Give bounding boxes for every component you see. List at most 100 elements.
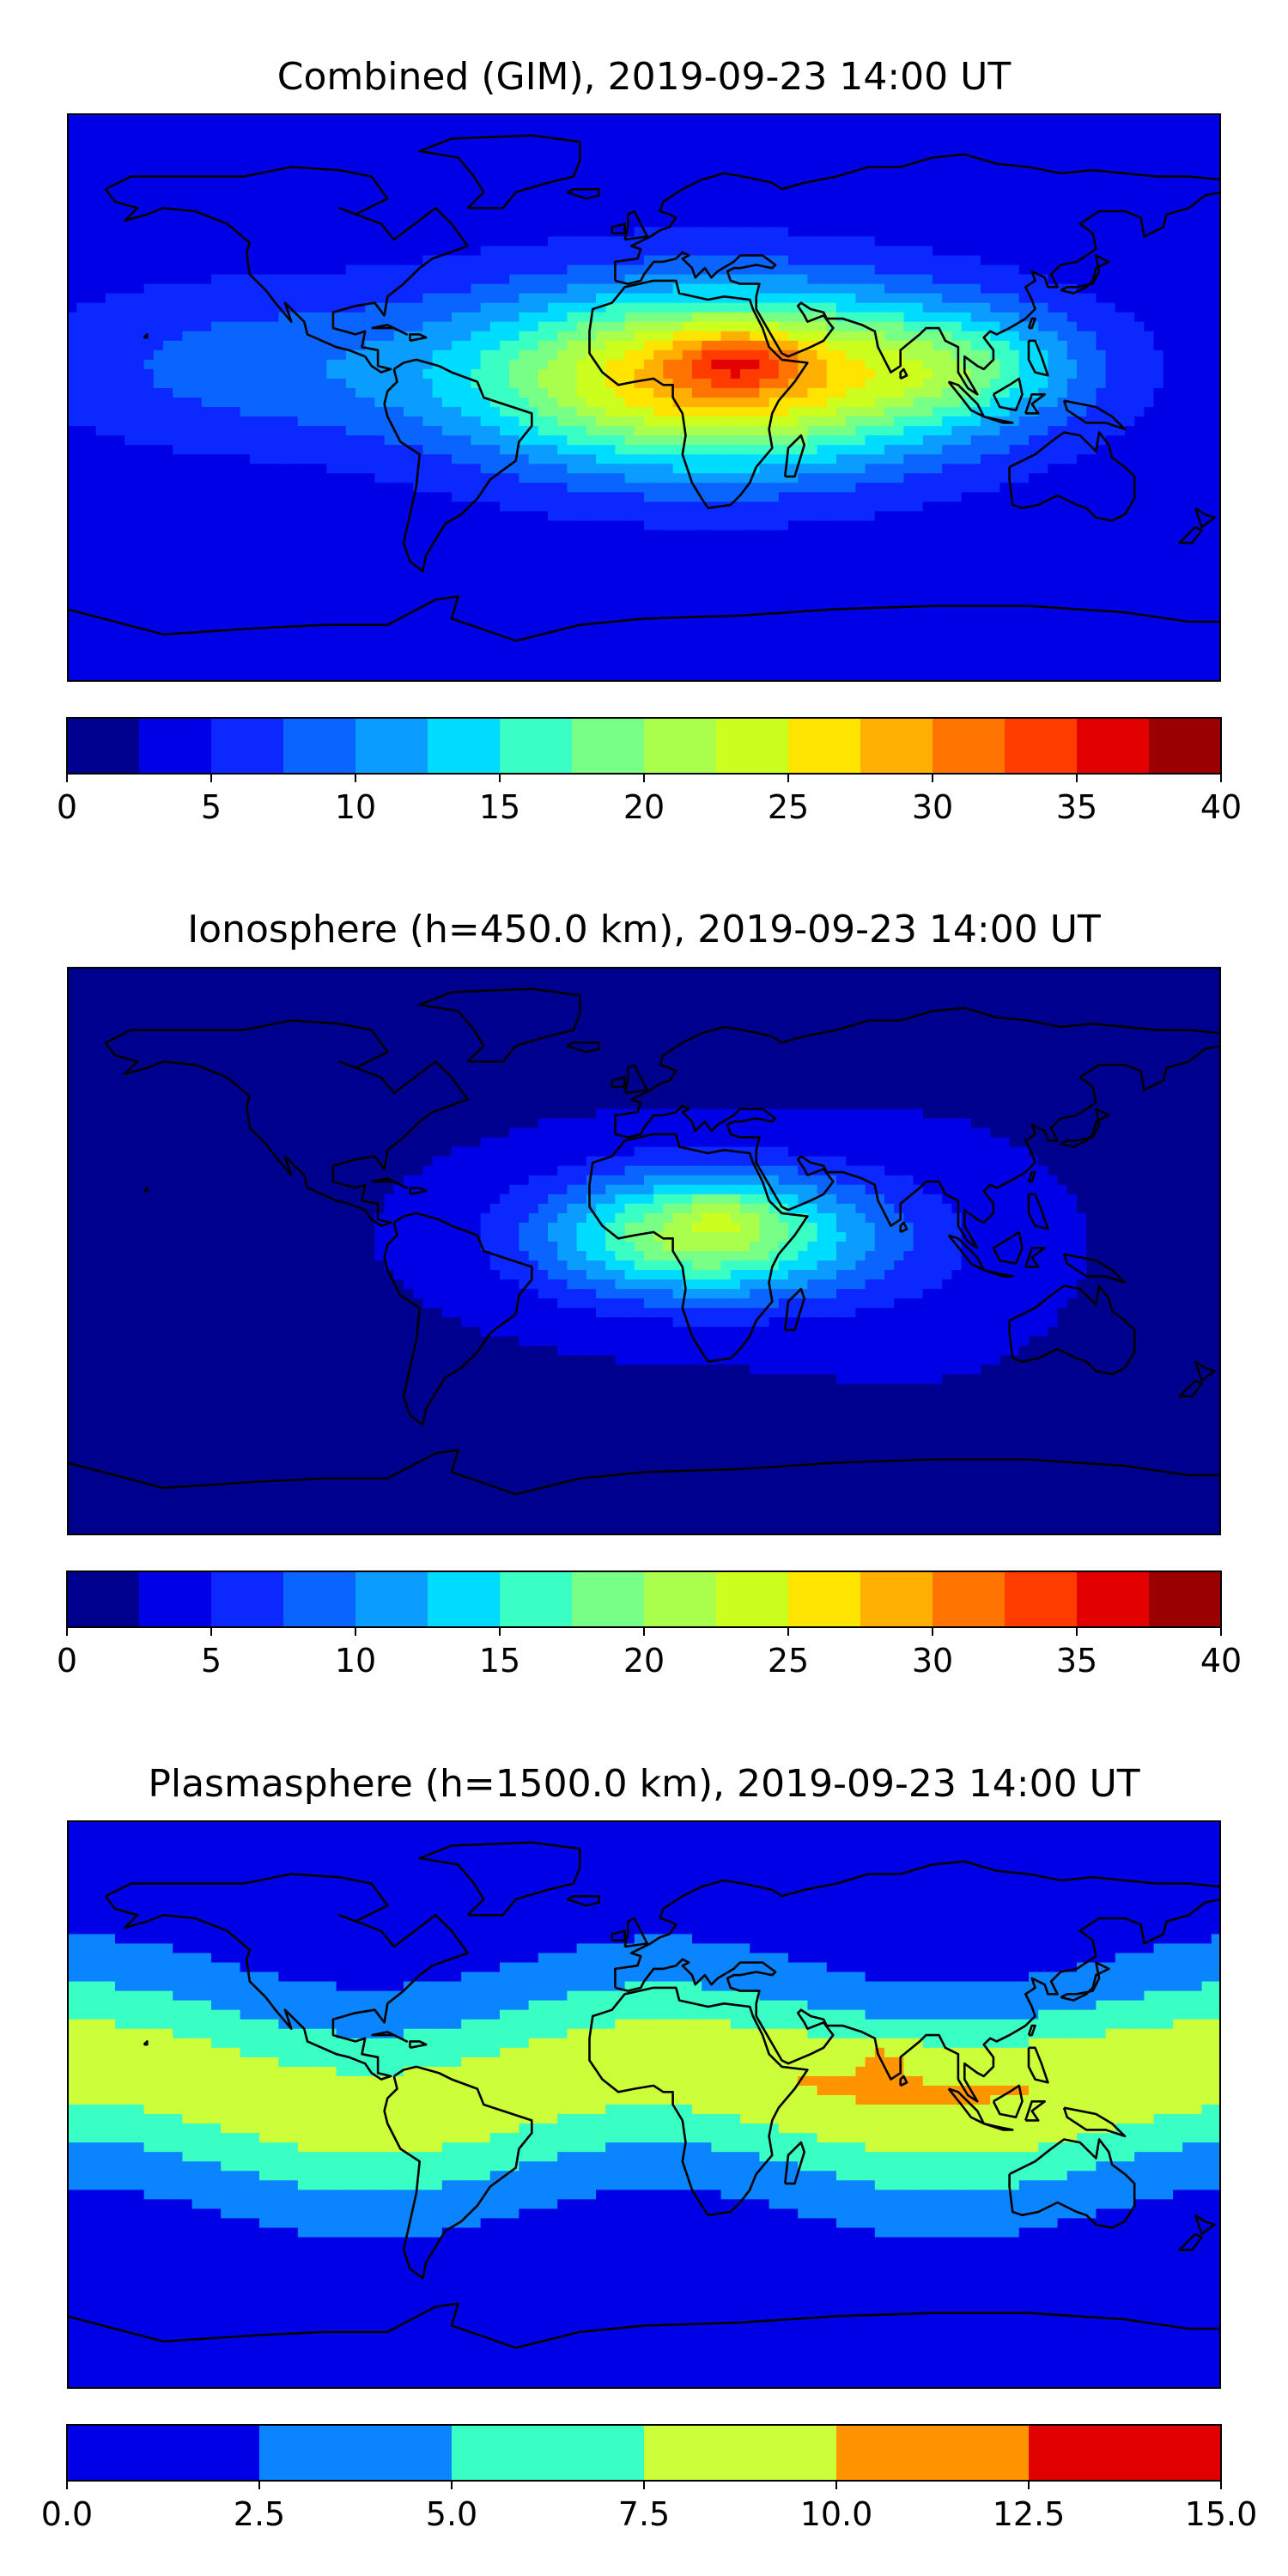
field-cell: [644, 492, 654, 502]
field-cell: [76, 170, 87, 180]
field-cell: [817, 283, 828, 295]
field-cell: [922, 464, 933, 474]
field-cell: [894, 274, 904, 285]
field-cell: [634, 274, 645, 285]
field-cell: [933, 236, 943, 247]
field-cell: [1182, 349, 1193, 361]
field-cell: [393, 198, 404, 209]
field-cell: [345, 435, 356, 446]
field-cell: [1144, 445, 1155, 455]
field-cell: [317, 113, 327, 124]
field-cell: [846, 349, 856, 361]
field-cell: [125, 407, 135, 417]
field-cell: [894, 483, 904, 493]
field-cell: [846, 387, 856, 398]
field-cell: [692, 501, 702, 512]
field-cell: [452, 492, 462, 502]
field-cell: [942, 198, 952, 209]
field-cell: [1201, 378, 1212, 389]
field-cell: [970, 302, 981, 313]
field-cell: [682, 179, 693, 190]
field-cell: [874, 331, 885, 342]
field-cell: [702, 426, 712, 436]
field-cell: [990, 454, 1000, 465]
field-cell: [211, 454, 222, 465]
field-cell: [884, 435, 895, 446]
field-cell: [1144, 264, 1155, 276]
field-cell: [702, 359, 712, 370]
field-cell: [1066, 255, 1078, 266]
field-cell: [269, 398, 279, 408]
field-cell: [1077, 198, 1087, 209]
field-cell: [269, 483, 279, 493]
field-cell: [903, 151, 914, 161]
field-cell: [778, 435, 789, 446]
field-cell: [422, 349, 434, 361]
field-cell: [769, 132, 780, 143]
field-cell: [1018, 387, 1030, 398]
field-cell: [567, 283, 578, 295]
field-cell: [999, 321, 1011, 332]
field-cell: [76, 378, 87, 389]
field-cell: [1115, 426, 1126, 436]
field-cell: [1018, 340, 1030, 351]
field-cell: [846, 331, 856, 342]
field-cell: [730, 312, 741, 323]
field-cell: [384, 293, 395, 304]
field-cell: [230, 198, 241, 209]
field-cell: [422, 398, 434, 408]
field-cell: [557, 123, 568, 133]
field-cell: [903, 398, 914, 408]
field-cell: [884, 378, 895, 389]
field-cell: [191, 264, 203, 276]
field-cell: [1048, 161, 1059, 171]
field-cell: [143, 161, 155, 171]
field-cell: [740, 170, 750, 180]
field-cell: [951, 359, 963, 370]
field-cell: [249, 454, 260, 465]
field-cell: [836, 113, 847, 124]
field-cell: [605, 198, 616, 209]
field-cell: [634, 359, 645, 370]
field-cell: [557, 170, 568, 180]
field-cell: [67, 123, 77, 133]
field-cell: [711, 435, 722, 446]
field-cell: [422, 227, 434, 238]
field-cell: [1201, 492, 1212, 502]
field-cell: [278, 359, 289, 370]
field-cell: [874, 340, 885, 351]
field-cell: [269, 378, 279, 389]
field-cell: [67, 435, 77, 446]
field-cell: [922, 283, 933, 295]
field-cell: [624, 302, 635, 313]
field-cell: [1115, 217, 1126, 228]
field-cell: [76, 189, 87, 199]
field-cell: [1182, 387, 1193, 398]
field-cell: [884, 189, 895, 199]
field-cell: [874, 398, 885, 408]
field-cell: [1153, 123, 1164, 133]
field-cell: [317, 321, 327, 332]
field-cell: [384, 283, 395, 295]
field-cell: [76, 331, 87, 342]
field-cell: [1144, 161, 1155, 171]
field-cell: [125, 255, 135, 266]
field-cell: [576, 170, 587, 180]
field-cell: [211, 416, 222, 427]
field-cell: [884, 179, 895, 190]
field-cell: [297, 217, 308, 228]
field-cell: [682, 435, 693, 446]
field-cell: [326, 492, 337, 502]
field-cell: [452, 302, 462, 313]
field-cell: [807, 170, 818, 180]
field-cell: [1211, 321, 1221, 332]
field-cell: [519, 170, 530, 180]
field-cell: [86, 407, 97, 417]
field-cell: [711, 151, 722, 161]
field-cell: [519, 454, 530, 465]
field-cell: [182, 312, 193, 323]
field-cell: [249, 217, 260, 228]
field-cell: [461, 378, 471, 389]
field-cell: [163, 246, 173, 257]
field-cell: [1029, 189, 1039, 199]
